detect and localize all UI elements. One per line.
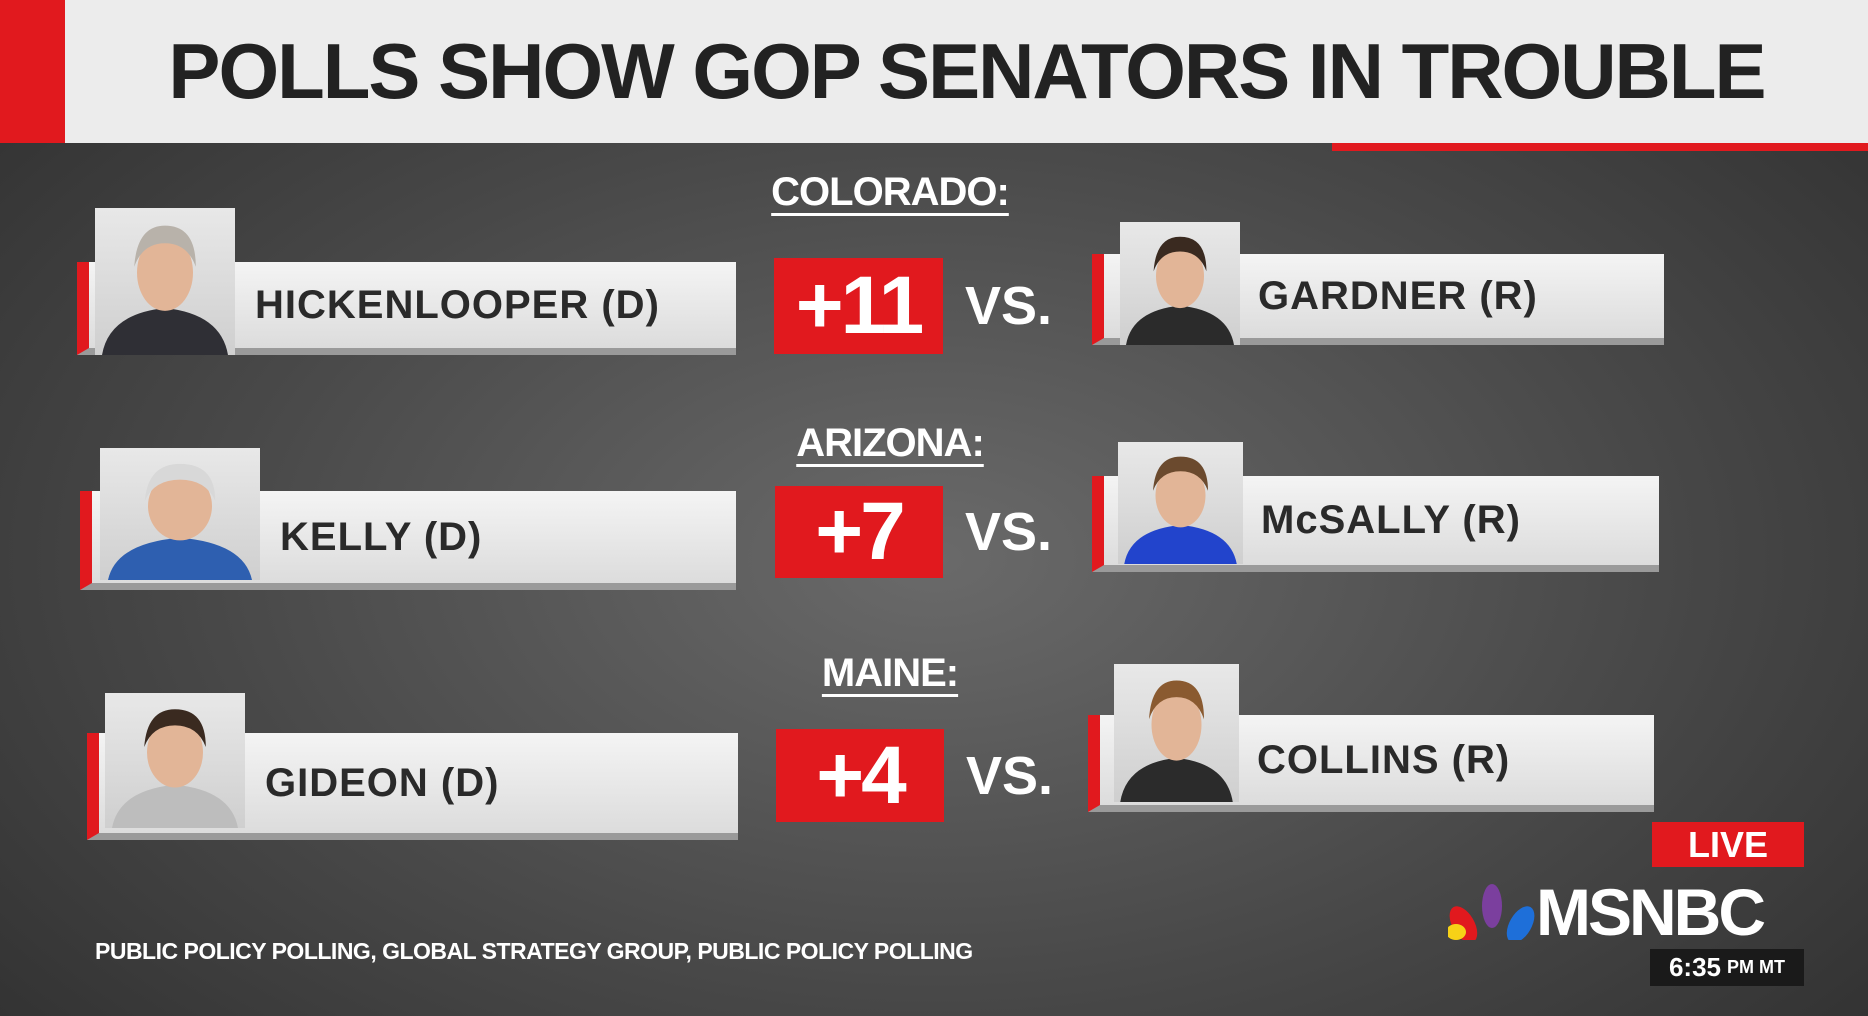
peacock-logo: [1448, 884, 1536, 940]
network-logo: MSNBC: [1536, 875, 1766, 949]
margin: +11: [774, 258, 943, 354]
dem-photo: [100, 448, 260, 580]
title-accent: [0, 0, 65, 143]
versus: VS.: [966, 745, 1054, 806]
margin: +7: [775, 486, 943, 578]
rep-photo: [1120, 222, 1240, 345]
rep-photo: [1118, 442, 1243, 564]
state-label: MAINE:: [821, 651, 959, 695]
title-underline: [1332, 143, 1868, 151]
dem-name: HICKENLOOPER (D): [255, 282, 660, 327]
title-bar: [0, 0, 1868, 143]
versus: VS.: [965, 276, 1053, 336]
margin: +4: [776, 729, 944, 822]
dem-photo: [95, 208, 235, 355]
clock-time: 6:35: [1668, 952, 1722, 982]
clock: 6:35 PM MT: [1650, 949, 1804, 986]
state-label: COLORADO:: [771, 170, 1010, 214]
rep-name: McSALLY (R): [1261, 498, 1521, 542]
rep-name: COLLINS (R): [1257, 737, 1511, 782]
source: PUBLIC POLICY POLLING, GLOBAL STRATEGY G…: [95, 938, 973, 964]
dem-name: KELLY (D): [280, 514, 483, 559]
versus: VS.: [965, 502, 1053, 562]
title: POLLS SHOW GOP SENATORS IN TROUBLE: [168, 27, 1766, 115]
live-badge: LIVE: [1652, 822, 1804, 867]
rep-name: GARDNER (R): [1258, 273, 1538, 318]
dem-name: GIDEON (D): [265, 760, 500, 805]
clock-zone: PM MT: [1727, 957, 1786, 977]
rep-photo: [1114, 664, 1239, 802]
dem-photo: [105, 693, 245, 828]
state-label: ARIZONA:: [796, 421, 985, 465]
